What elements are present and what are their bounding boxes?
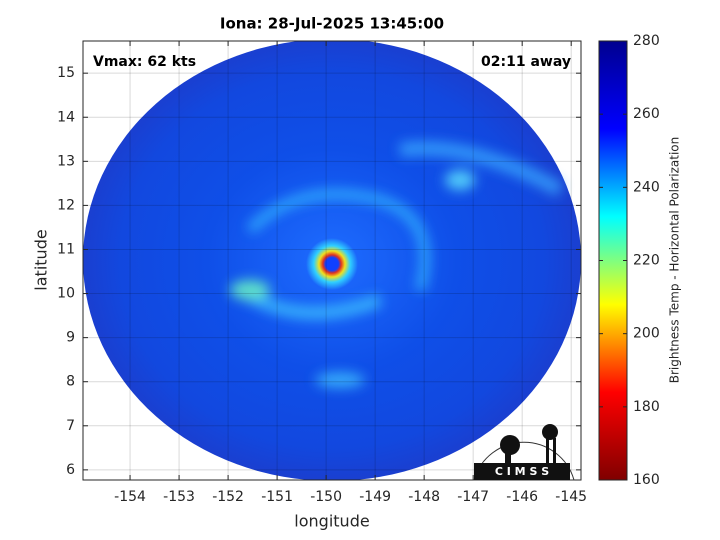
y-axis-label: latitude xyxy=(32,229,51,290)
cimss-logo: C I M S S xyxy=(473,424,575,481)
y-tick-label: 8 xyxy=(66,374,75,390)
colorbar xyxy=(598,40,628,481)
axes-frame xyxy=(82,40,582,481)
x-tick-label: -150 xyxy=(310,489,342,505)
y-tick-label: 14 xyxy=(57,109,75,125)
colorbar-tick-label: 200 xyxy=(633,326,660,342)
colorbar-label: Brightness Temp - Horizontal Polarizatio… xyxy=(668,137,682,384)
y-tick-label: 12 xyxy=(57,197,75,213)
y-tick-label: 7 xyxy=(66,418,75,434)
x-axis-label: longitude xyxy=(294,512,369,531)
x-tick-label: -148 xyxy=(408,489,440,505)
y-tick-label: 13 xyxy=(57,153,75,169)
x-tick-label: -147 xyxy=(457,489,489,505)
x-tick-label: -146 xyxy=(506,489,538,505)
x-tick-label: -151 xyxy=(261,489,293,505)
y-tick-label: 10 xyxy=(57,286,75,302)
y-tick-label: 15 xyxy=(57,65,75,81)
colorbar-tick-label: 180 xyxy=(633,399,660,415)
y-tick-label: 9 xyxy=(66,330,75,346)
y-tick-label: 6 xyxy=(66,462,75,478)
colorbar-tick-label: 220 xyxy=(633,253,660,269)
y-tick-label: 11 xyxy=(57,241,75,257)
colorbar-tick-label: 240 xyxy=(633,179,660,195)
x-tick-label: -149 xyxy=(359,489,391,505)
chart-title: Iona: 28-Jul-2025 13:45:00 xyxy=(220,15,444,33)
annotation: Vmax: 62 kts xyxy=(93,54,196,70)
logo-text: C I M S S xyxy=(495,465,549,478)
annotation: 02:11 away xyxy=(481,54,571,70)
x-tick-label: -145 xyxy=(555,489,587,505)
x-tick-label: -152 xyxy=(212,489,244,505)
satellite-image xyxy=(83,41,581,480)
colorbar-tick-label: 160 xyxy=(633,472,660,488)
x-tick-label: -154 xyxy=(114,489,146,505)
colorbar-tick-label: 280 xyxy=(633,33,660,49)
colorbar-tick-label: 260 xyxy=(633,106,660,122)
x-tick-label: -153 xyxy=(163,489,195,505)
